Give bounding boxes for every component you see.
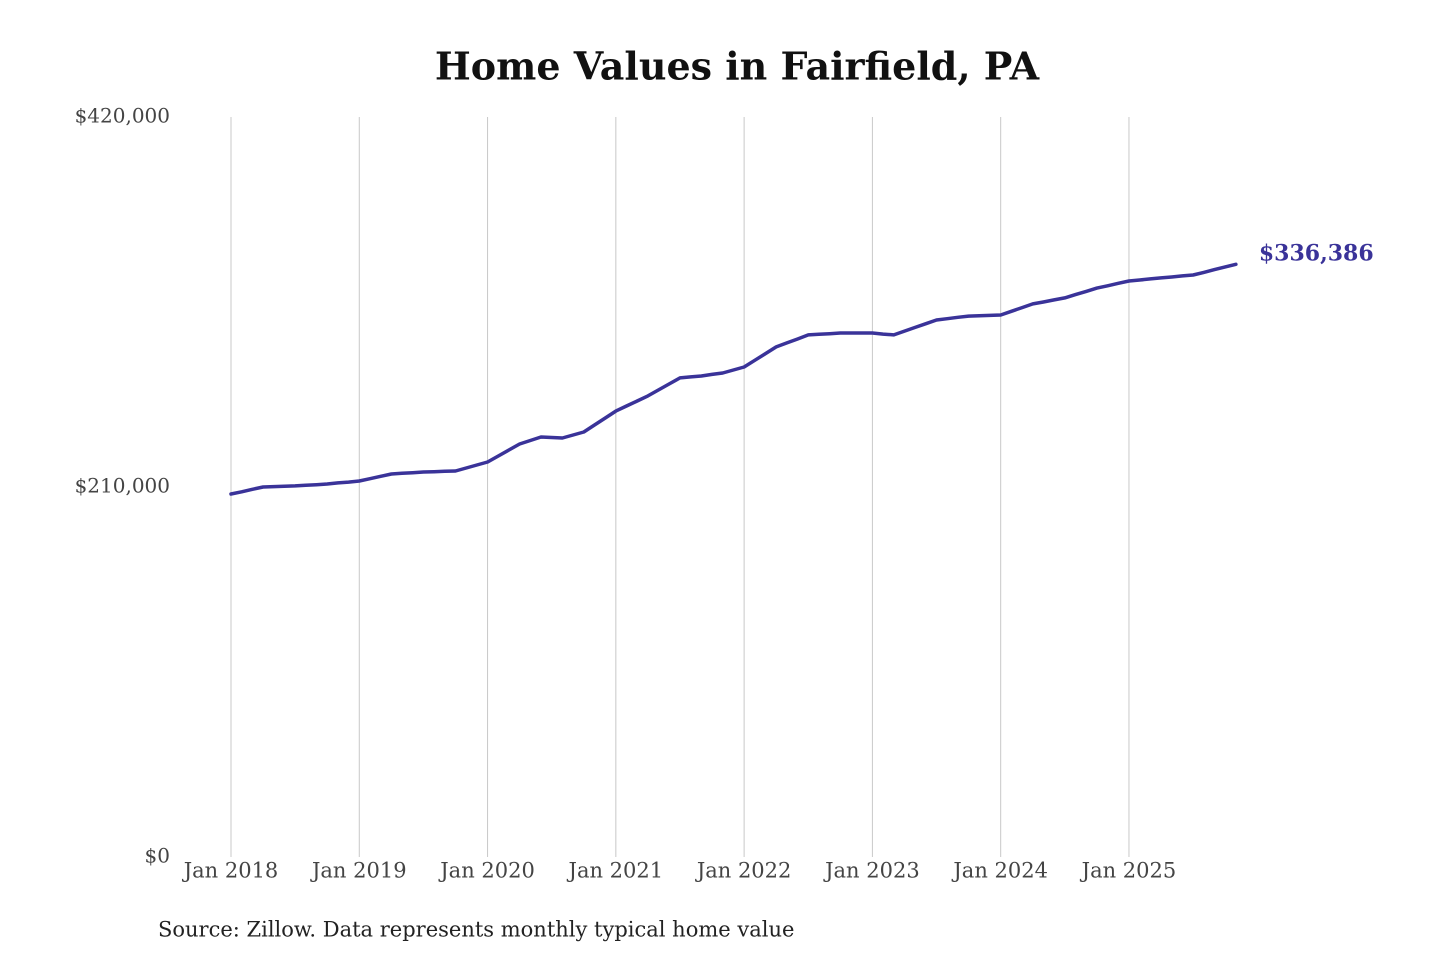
source-note: Source: Zillow. Data represents monthly …: [158, 918, 794, 942]
x-tick-label: Jan 2019: [310, 859, 407, 883]
x-tick-label: Jan 2023: [823, 859, 920, 883]
x-tick-label: Jan 2022: [695, 859, 792, 883]
end-label: $336,386: [1259, 240, 1374, 266]
y-tick-label: $0: [145, 844, 170, 868]
x-tick-label: Jan 2024: [951, 859, 1048, 883]
x-tick-label: Jan 2020: [438, 859, 535, 883]
x-tick-label: Jan 2018: [182, 859, 279, 883]
x-tick-label: Jan 2025: [1080, 859, 1177, 883]
y-tick-label: $420,000: [75, 104, 170, 128]
x-tick-label: Jan 2021: [567, 859, 664, 883]
chart-title: Home Values in Fairfield, PA: [435, 44, 1040, 89]
line: [229, 262, 1238, 496]
y-tick-label: $210,000: [75, 474, 170, 498]
